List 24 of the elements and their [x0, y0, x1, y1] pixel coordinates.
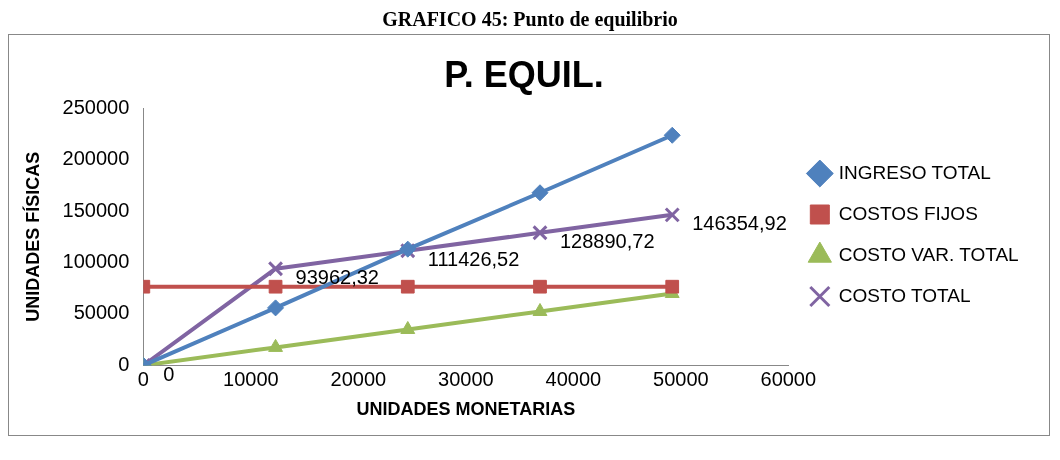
x-axis-title: UNIDADES MONETARIAS: [356, 399, 576, 420]
x-tick-label: 10000: [223, 367, 279, 390]
y-tick-label: 150000: [62, 198, 130, 221]
legend-label: COSTO TOTAL: [838, 284, 971, 306]
y-tick-label: 200000: [62, 147, 130, 170]
legend-label: INGRESO TOTAL: [838, 161, 991, 183]
y-tick-label: 50000: [73, 301, 130, 324]
x-tick-label: 50000: [653, 367, 709, 390]
y-tick-label: 100000: [62, 250, 130, 273]
data-label: 146354,92: [692, 212, 787, 235]
y-tick-label: 250000: [62, 95, 130, 118]
text: GRAFICO 45: Punto de equilibrio: [381, 8, 679, 33]
data-label: 111426,52: [427, 248, 520, 271]
data-label: 128890,72: [560, 230, 655, 253]
x-tick-label: 30000: [438, 367, 494, 390]
x-tick-label: 40000: [545, 367, 602, 390]
y-tick-label: 0: [118, 352, 130, 375]
x-tick-label: 0: [137, 367, 149, 390]
chart-title: P. EQUIL.: [444, 53, 604, 95]
legend-label: COSTOS FIJOS: [838, 202, 978, 224]
legend-label: COSTO VAR. TOTAL: [838, 243, 1019, 265]
x-tick-label: 60000: [760, 367, 817, 390]
x-tick-label: 20000: [330, 367, 387, 390]
y-axis-title: UNIDADES FÍSICAS: [21, 151, 43, 322]
